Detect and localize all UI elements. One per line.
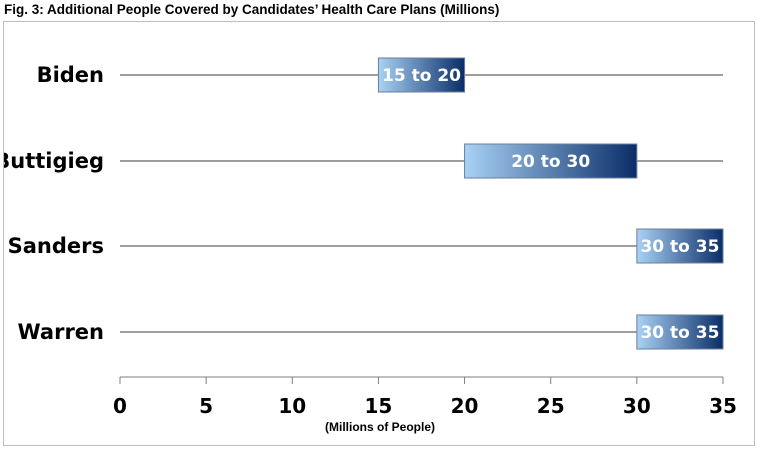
range-data-label: 30 to 35	[640, 237, 719, 257]
x-tick-label: 35	[709, 394, 737, 418]
x-tick-label: 15	[365, 394, 393, 418]
figure-title: Fig. 3: Additional People Covered by Can…	[4, 2, 500, 17]
range-bar	[377, 57, 466, 93]
category-label: Warren	[18, 320, 105, 344]
x-tick-label: 20	[451, 394, 479, 418]
range-data-label: 20 to 30	[511, 152, 590, 172]
category-label: Biden	[37, 63, 104, 87]
range-data-label: 30 to 35	[640, 323, 719, 343]
range-bar	[636, 314, 724, 350]
category-label: Sanders	[8, 234, 104, 258]
range-bar	[464, 143, 638, 179]
x-tick-label: 0	[113, 394, 127, 418]
range-bar-chart: 0 5 10 15 20 25 30 35 Biden 15 to 20 Buttigieg 20 …	[4, 57, 737, 434]
category-label: Buttigieg	[4, 149, 104, 173]
x-tick-label: 30	[623, 394, 651, 418]
range-bar	[636, 228, 724, 264]
range-data-label: 15 to 20	[382, 66, 461, 86]
x-tick-label: 5	[199, 394, 213, 418]
chart-frame: 0 5 10 15 20 25 30 35 Biden 15 to 20 Buttigieg 20 …	[3, 21, 755, 446]
x-tick-label: 10	[278, 394, 306, 418]
x-axis-title: (Millions of People)	[325, 420, 435, 434]
x-tick-label: 25	[537, 394, 565, 418]
